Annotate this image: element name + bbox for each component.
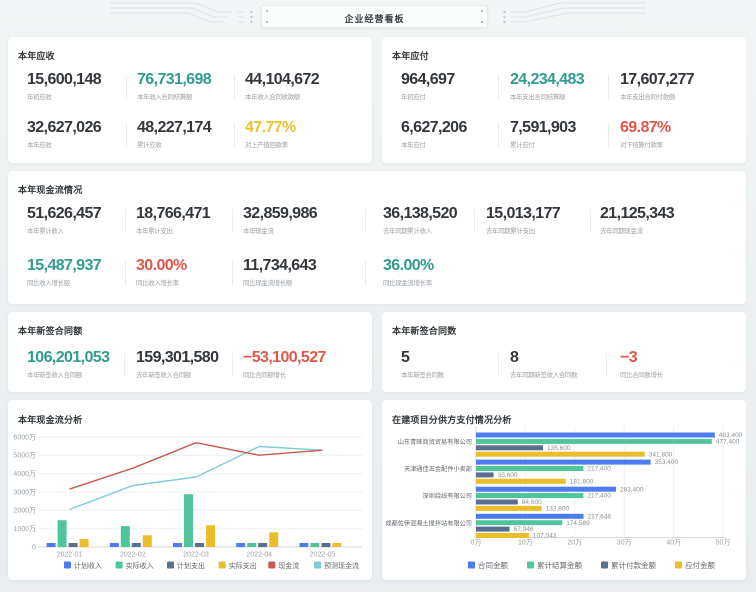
svg-text:实际收入: 实际收入 bbox=[126, 561, 154, 570]
svg-text:174,589: 174,589 bbox=[566, 520, 590, 527]
svg-text:2022-04: 2022-04 bbox=[246, 552, 272, 559]
svg-text:20万: 20万 bbox=[567, 539, 582, 547]
svg-text:217,648: 217,648 bbox=[588, 513, 612, 520]
svg-text:6000万: 6000万 bbox=[13, 433, 36, 441]
svg-text:50万: 50万 bbox=[716, 539, 731, 547]
svg-text:2000万: 2000万 bbox=[13, 507, 36, 515]
svg-text:135,600: 135,600 bbox=[547, 445, 571, 452]
svg-text:实际支出: 实际支出 bbox=[229, 561, 257, 570]
svg-text:2022-03: 2022-03 bbox=[183, 552, 209, 559]
svg-text:0万: 0万 bbox=[471, 539, 482, 547]
svg-text:107,043: 107,043 bbox=[533, 533, 557, 540]
svg-text:3000万: 3000万 bbox=[13, 488, 36, 496]
svg-text:30万: 30万 bbox=[617, 539, 632, 547]
svg-text:成都佐伊混凝土搅拌站有限公司: 成都佐伊混凝土搅拌站有限公司 bbox=[385, 519, 472, 527]
svg-text:35,600: 35,600 bbox=[498, 472, 518, 479]
svg-text:累计结算金额: 累计结算金额 bbox=[537, 560, 582, 570]
svg-text:0: 0 bbox=[32, 544, 36, 551]
svg-text:341,800: 341,800 bbox=[649, 451, 673, 458]
svg-text:477,400: 477,400 bbox=[716, 439, 740, 446]
svg-text:10万: 10万 bbox=[518, 539, 533, 547]
svg-text:预测现金流: 预测现金流 bbox=[324, 561, 359, 570]
svg-text:现金流: 现金流 bbox=[278, 561, 299, 570]
svg-text:217,400: 217,400 bbox=[587, 493, 611, 500]
svg-text:深圳绕线有限公司: 深圳绕线有限公司 bbox=[423, 492, 473, 500]
svg-text:2022-01: 2022-01 bbox=[57, 552, 83, 559]
svg-text:2022-02: 2022-02 bbox=[120, 552, 146, 559]
svg-text:283,400: 283,400 bbox=[620, 486, 644, 493]
svg-text:应付金额: 应付金额 bbox=[685, 560, 715, 570]
svg-text:合同金额: 合同金额 bbox=[478, 560, 508, 570]
svg-text:40万: 40万 bbox=[666, 539, 681, 547]
svg-text:67,946: 67,946 bbox=[514, 526, 534, 533]
svg-text:4000万: 4000万 bbox=[13, 470, 36, 478]
svg-text:217,400: 217,400 bbox=[587, 466, 611, 473]
svg-text:353,400: 353,400 bbox=[655, 459, 679, 466]
svg-text:483,400: 483,400 bbox=[719, 432, 743, 439]
svg-text:累计付款金额: 累计付款金额 bbox=[611, 560, 656, 570]
svg-text:2022-05: 2022-05 bbox=[310, 552, 336, 559]
svg-text:132,800: 132,800 bbox=[546, 506, 570, 513]
svg-text:84,600: 84,600 bbox=[522, 499, 542, 506]
svg-text:5000万: 5000万 bbox=[13, 452, 36, 460]
svg-text:天津通佳五金配件小卖部: 天津通佳五金配件小卖部 bbox=[404, 465, 472, 473]
svg-text:计划支出: 计划支出 bbox=[177, 561, 205, 570]
svg-text:181,800: 181,800 bbox=[570, 478, 594, 485]
svg-text:1000万: 1000万 bbox=[13, 525, 36, 533]
svg-text:计划收入: 计划收入 bbox=[74, 561, 102, 570]
svg-text:山东青睐商贸贸易有限公司: 山东青睐商贸贸易有限公司 bbox=[398, 438, 472, 446]
